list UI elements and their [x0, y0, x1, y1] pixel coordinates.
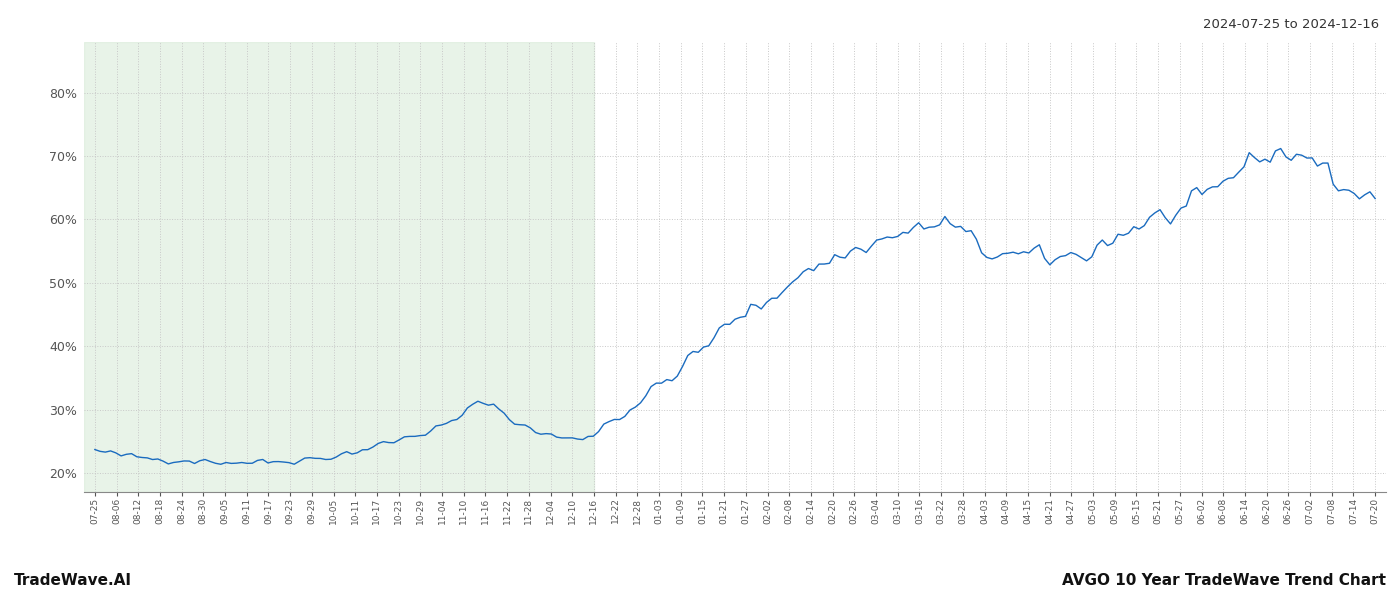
- Text: AVGO 10 Year TradeWave Trend Chart: AVGO 10 Year TradeWave Trend Chart: [1063, 573, 1386, 588]
- Bar: [84, 42, 594, 492]
- Text: TradeWave.AI: TradeWave.AI: [14, 573, 132, 588]
- Text: 2024-07-25 to 2024-12-16: 2024-07-25 to 2024-12-16: [1203, 18, 1379, 31]
